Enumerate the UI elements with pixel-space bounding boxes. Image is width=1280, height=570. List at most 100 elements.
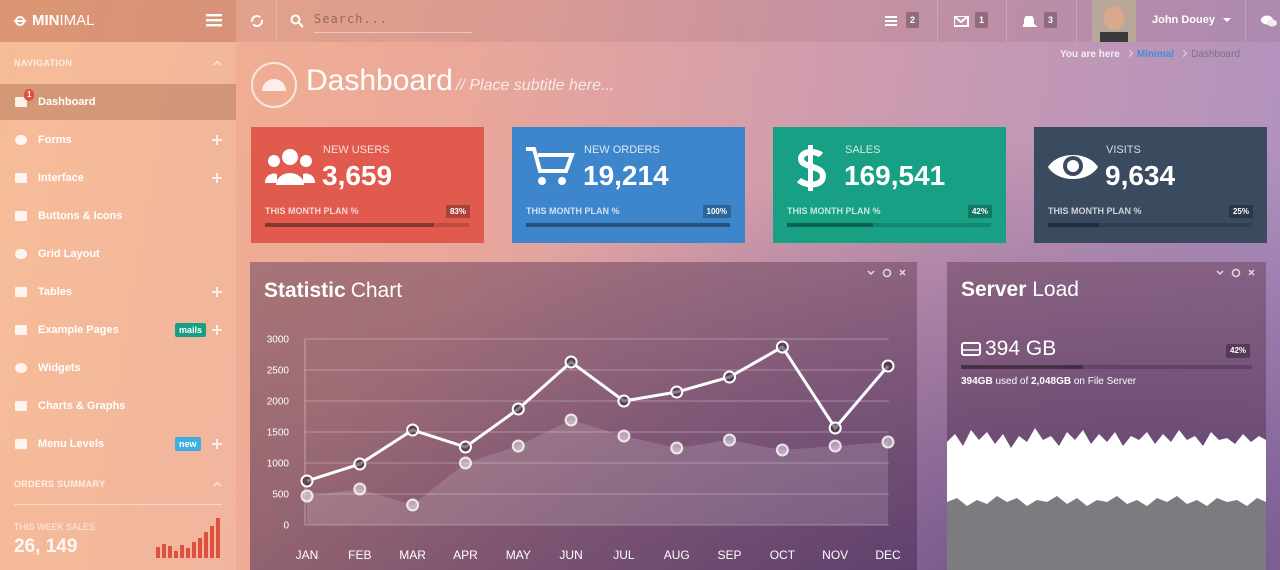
glyph — [808, 145, 813, 191]
glyph — [15, 401, 27, 411]
glyph — [276, 173, 304, 185]
breadcrumb-prefix: You are here — [1060, 49, 1120, 60]
disk-icon — [961, 342, 981, 356]
divider — [1245, 0, 1246, 42]
glyph — [282, 149, 298, 165]
icon — [885, 16, 897, 26]
icon — [1020, 14, 1038, 27]
notification-icon[interactable] — [953, 15, 969, 33]
expand-icon[interactable] — [212, 135, 222, 145]
point — [670, 441, 684, 455]
nav-icon — [15, 211, 27, 221]
nav-item[interactable]: Dashboard 1 — [0, 84, 236, 120]
chat-icon[interactable] — [1261, 15, 1277, 27]
expand — [212, 173, 222, 183]
nav-label: Buttons & Icons — [38, 210, 123, 222]
nav-item[interactable]: Widgets — [0, 350, 236, 386]
sidebar: NAVIGATION ORDERS SUMMARY THIS WEEK SALE… — [0, 42, 236, 570]
nav-icon — [15, 325, 27, 335]
user-name[interactable]: John Douey — [1152, 14, 1215, 26]
progress-track — [1048, 223, 1252, 227]
nav-item[interactable]: Example Pages mails — [0, 312, 236, 348]
used: 394GB — [961, 376, 993, 387]
glyph — [212, 173, 222, 183]
expand — [212, 135, 222, 145]
point — [511, 439, 525, 453]
glyph — [213, 481, 222, 487]
nav-badge: new — [175, 437, 201, 451]
point — [564, 413, 578, 427]
notification-icon[interactable] — [1020, 14, 1038, 33]
plan-percent: 100% — [702, 205, 731, 218]
user-avatar[interactable] — [1092, 0, 1136, 42]
nav-item[interactable]: Charts & Graphs — [0, 388, 236, 424]
icon-box — [14, 248, 28, 260]
glyph — [212, 287, 222, 297]
panel-controls[interactable] — [1216, 268, 1258, 278]
glyph — [1020, 14, 1038, 27]
glyph — [526, 147, 575, 173]
x-tick-label: MAY — [506, 548, 531, 562]
refresh-icon[interactable] — [250, 14, 264, 28]
nav-badge: mails — [175, 323, 207, 337]
storage-detail: 394GB used of 2,048GB on File Server — [961, 376, 1136, 387]
point — [881, 359, 895, 373]
point — [670, 385, 684, 399]
collapse-icon[interactable] — [213, 60, 222, 66]
panel-title-light: Load — [1032, 278, 1079, 301]
nav-item[interactable]: Grid Layout — [0, 236, 236, 272]
glyph — [538, 177, 546, 185]
progress-fill — [526, 223, 730, 227]
nav-item[interactable]: Tables — [0, 274, 236, 310]
notification-icon[interactable] — [885, 15, 900, 33]
glyph — [15, 173, 27, 183]
breadcrumb: You are here Minimal Dashboard — [1060, 49, 1240, 60]
area — [307, 419, 888, 525]
nav-item[interactable]: Buttons & Icons — [0, 198, 236, 234]
collapse-icon[interactable] — [213, 481, 222, 487]
progress-track — [526, 223, 730, 227]
brand[interactable]: MINIMAL — [32, 12, 95, 29]
card-value: 9,634 — [1105, 160, 1176, 191]
nav-icon — [15, 135, 27, 145]
card-value: 169,541 — [844, 160, 946, 191]
card-icon — [526, 145, 576, 191]
expand-icon[interactable] — [212, 325, 222, 335]
statistic-panel — [250, 262, 917, 570]
search-input[interactable]: Search... — [314, 12, 472, 33]
expand-icon[interactable] — [212, 173, 222, 183]
nav-item[interactable]: Interface — [0, 160, 236, 196]
panel-controls[interactable] — [867, 268, 909, 278]
expand — [212, 287, 222, 297]
card-title: NEW USERS — [323, 144, 390, 156]
glyph — [212, 135, 222, 145]
divider — [14, 504, 222, 505]
expand-icon[interactable] — [212, 439, 222, 449]
nav-item[interactable]: Forms — [0, 122, 236, 158]
menu-toggle[interactable] — [206, 13, 222, 27]
x-tick-label: DEC — [875, 548, 901, 562]
glyph — [953, 15, 969, 27]
total: 2,048GB — [1031, 376, 1072, 387]
nav-icon — [15, 363, 27, 373]
icon-box — [14, 400, 28, 412]
separator — [1180, 49, 1188, 58]
nav-heading: NAVIGATION — [14, 58, 73, 68]
icon — [264, 149, 316, 185]
caret — [1223, 18, 1231, 22]
point — [458, 456, 472, 470]
breadcrumb-link[interactable]: Minimal — [1136, 49, 1175, 60]
text: used of — [992, 376, 1032, 387]
icon — [526, 147, 575, 185]
nav-item[interactable]: Menu Levels new — [0, 426, 236, 462]
collapse — [213, 481, 222, 487]
chart-title-light: Chart — [351, 279, 403, 302]
card-title: NEW ORDERS — [584, 144, 660, 156]
glyph — [15, 135, 27, 145]
expand-icon[interactable] — [212, 287, 222, 297]
glyph — [213, 60, 222, 66]
x-tick-label: JUL — [613, 548, 635, 562]
y-tick-label: 500 — [272, 490, 289, 501]
progress-track — [961, 365, 1252, 369]
